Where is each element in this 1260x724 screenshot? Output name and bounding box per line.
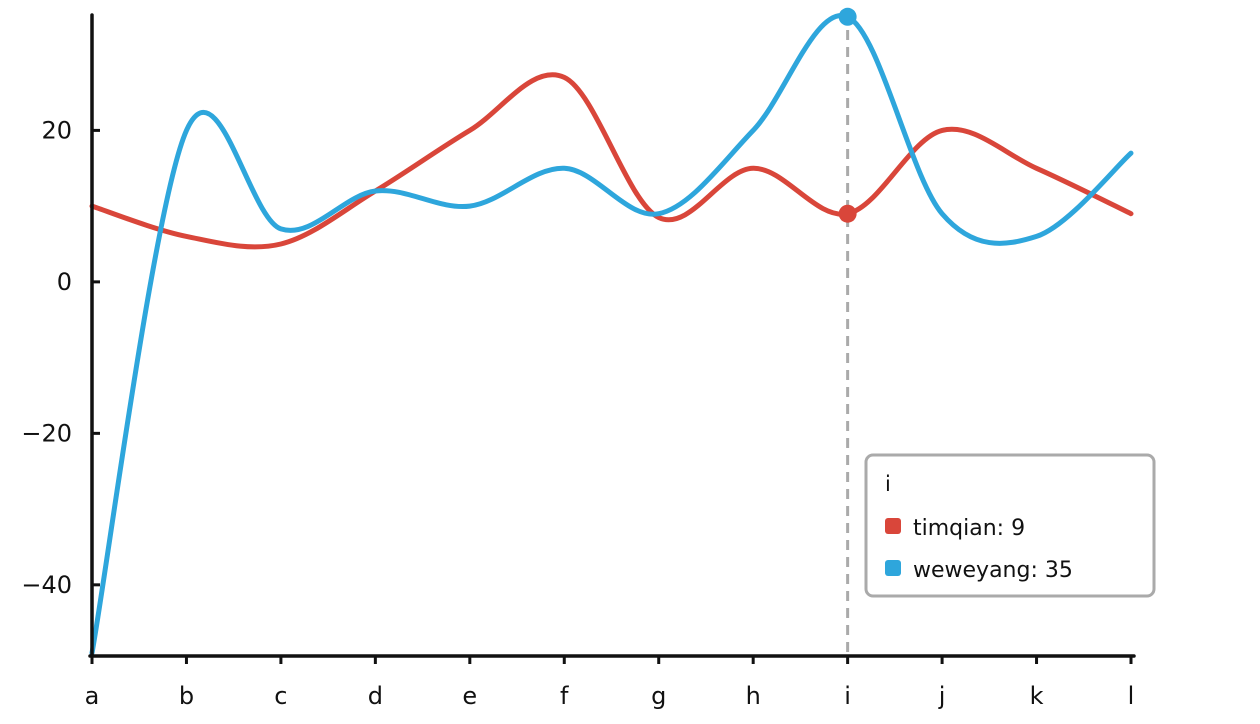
x-tick-label: g	[651, 682, 666, 710]
series-line-timqian	[89, 72, 1134, 250]
hover-point-weweyang	[838, 7, 857, 26]
y-tick-label: −40	[21, 571, 72, 599]
x-tick-label: j	[938, 682, 946, 710]
y-tick-label: 20	[41, 116, 72, 144]
tooltip-box	[864, 453, 1156, 598]
x-tick-label: b	[179, 682, 194, 710]
tooltip-swatch-weweyang	[885, 560, 901, 576]
tooltip-entry-timqian: timqian: 9	[913, 516, 1025, 541]
x-tick-label: c	[274, 682, 287, 710]
hover-point-timqian	[838, 204, 857, 223]
x-tick-label: f	[560, 682, 569, 710]
axis-layer: 20 0 −20 −40 a b c d e f g h i j k l	[21, 13, 1136, 710]
series-line-weweyang	[89, 12, 1134, 656]
tooltip-swatch-timqian	[885, 518, 901, 534]
x-tick-label: k	[1030, 682, 1044, 710]
x-tick-label: d	[368, 682, 383, 710]
y-tick-label: 0	[57, 268, 72, 296]
x-tick-label: a	[85, 682, 100, 710]
x-tick-label: i	[844, 682, 851, 710]
series-layer	[89, 12, 1134, 656]
x-tick-label: e	[462, 682, 477, 710]
tooltip-title: i	[885, 472, 891, 496]
y-tick-label: −20	[21, 419, 72, 447]
hover-layer	[838, 7, 857, 656]
x-tick-label: l	[1128, 682, 1135, 710]
tooltip-entry-weweyang: weweyang: 35	[913, 558, 1073, 583]
tooltip: i timqian: 9 weweyang: 35	[864, 453, 1156, 598]
x-tick-label: h	[746, 682, 761, 710]
